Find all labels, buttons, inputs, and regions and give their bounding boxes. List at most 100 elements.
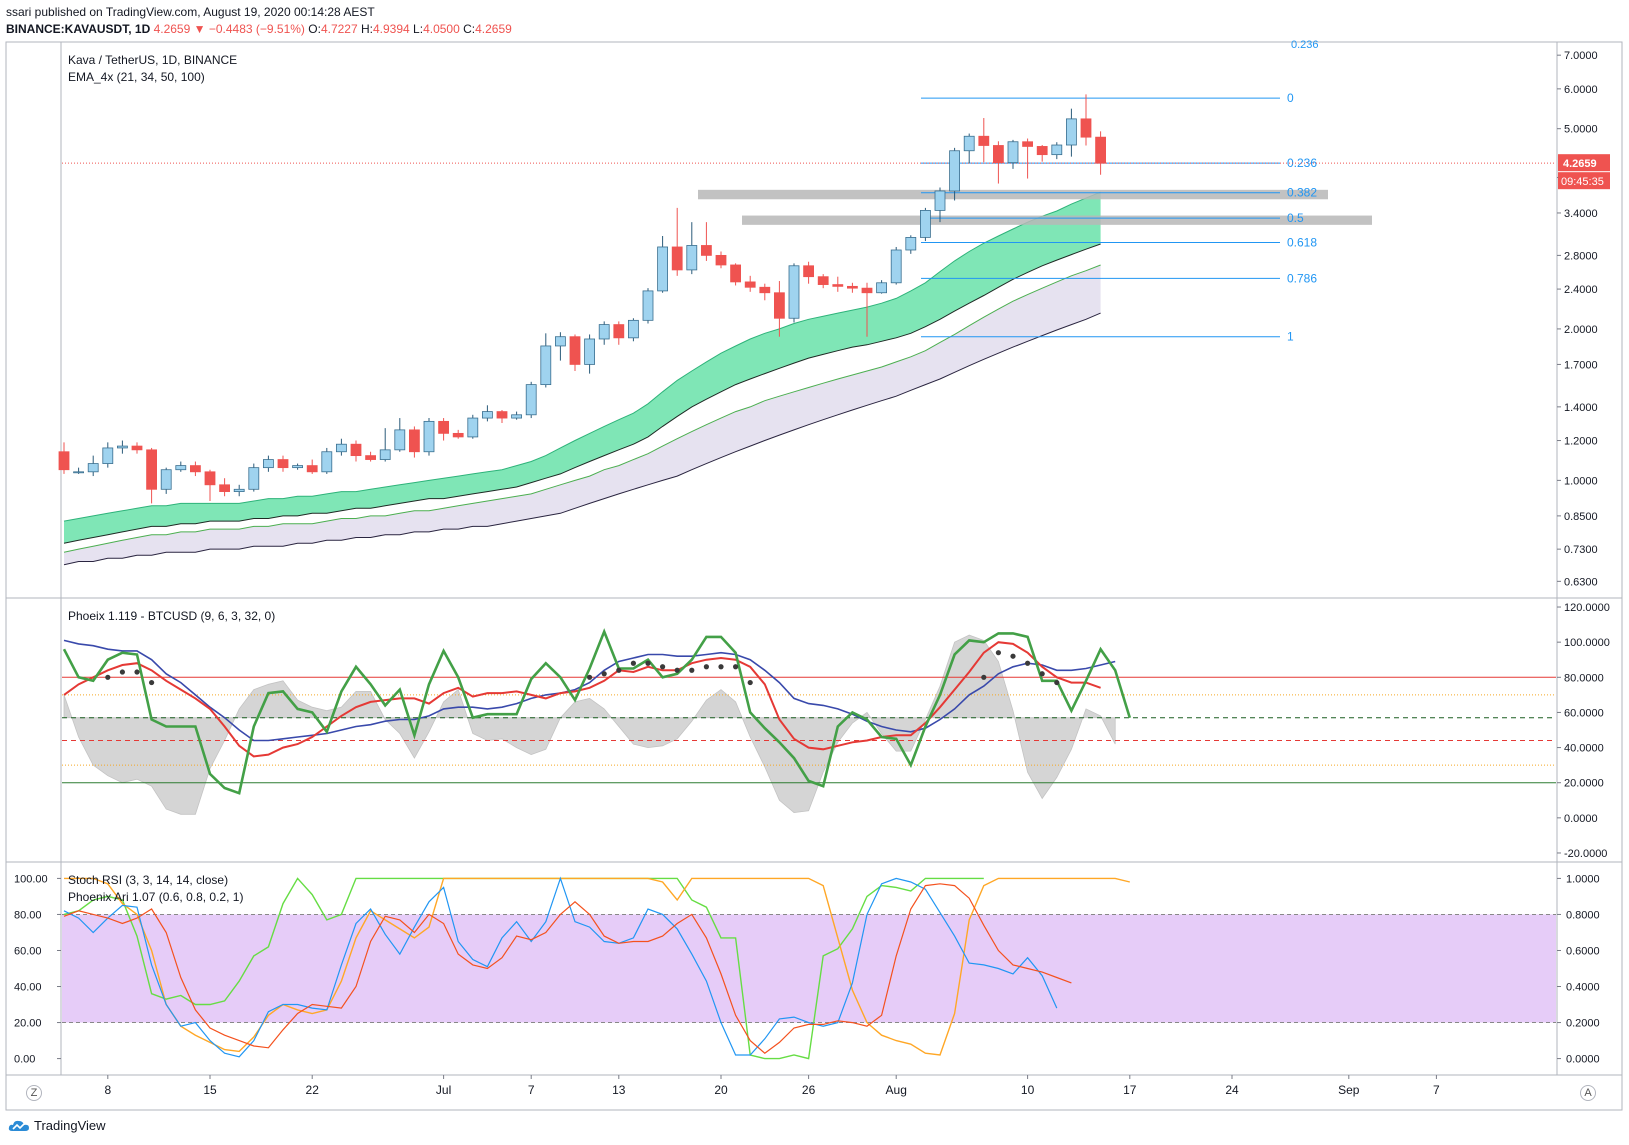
candle-body: [715, 254, 727, 266]
candle-body: [569, 336, 581, 365]
time-tick-label: 10: [1021, 1083, 1035, 1097]
osc-dot: [601, 671, 607, 677]
time-tick-label: Sep: [1338, 1083, 1360, 1097]
osc-dot: [119, 669, 125, 675]
candle-body: [248, 467, 260, 490]
osc-dot: [134, 669, 140, 675]
stoch-left-tick-label: 20.00: [14, 1018, 42, 1030]
low-value: 4.0500: [423, 22, 460, 36]
stoch-red-line: [63, 883, 1072, 1054]
price-tick-label: 6.0000: [1564, 84, 1598, 96]
price-tick-label: 7.0000: [1564, 50, 1598, 62]
time-tick-label: Aug: [886, 1083, 907, 1097]
candle-body: [233, 488, 245, 492]
stoch-right-tick-label: 1.0000: [1566, 873, 1600, 885]
candle-body: [481, 411, 493, 419]
stoch-band: [62, 914, 1556, 1023]
osc-dot: [1025, 660, 1031, 666]
time-tick-label: 20: [714, 1083, 728, 1097]
price-tick-label: 1.4000: [1564, 402, 1598, 414]
countdown-badge-text: 09:45:35: [1561, 176, 1604, 188]
fib-level-label: 0.382: [1287, 186, 1317, 200]
candle-body: [744, 281, 756, 288]
high-value: 4.9394: [373, 22, 410, 36]
candle-body: [1051, 144, 1063, 156]
price-tick-label: 1.7000: [1564, 359, 1598, 371]
candle-body: [262, 459, 274, 469]
candle-body: [277, 459, 289, 469]
candle-body: [160, 469, 172, 490]
candle-body: [423, 420, 435, 453]
osc-dot: [149, 679, 155, 686]
ema-100-line: [63, 312, 1101, 566]
candle-body: [87, 463, 99, 473]
fib-level-label: 1: [1287, 330, 1294, 344]
osc-green-line: [62, 628, 1132, 795]
time-tick-label: 17: [1123, 1083, 1137, 1097]
fib-level-label: 0.786: [1287, 271, 1317, 285]
auto-scale-left-button[interactable]: Z: [26, 1085, 42, 1101]
tradingview-logo[interactable]: TradingView: [8, 1118, 106, 1133]
stoch-right-tick-label: 0.4000: [1566, 982, 1600, 994]
osc-dot: [630, 660, 637, 666]
fib-level-label-partial: 0.236: [1291, 39, 1319, 51]
ema-21-line: [63, 191, 1101, 522]
candle-body: [803, 265, 814, 278]
price-tick-label: 2.0000: [1564, 324, 1598, 336]
stoch-blue-line: [63, 876, 1058, 1058]
publish-info: ssari published on TradingView.com, Augu…: [6, 5, 375, 19]
last-price-badge-text: 4.2659: [1563, 158, 1597, 170]
candle-body: [1066, 118, 1077, 146]
osc-dot: [587, 674, 593, 680]
chart-border: [5, 41, 1623, 1111]
candle-body: [1036, 146, 1048, 156]
candle-body: [890, 249, 902, 284]
osc-tick-label: 40.0000: [1564, 743, 1604, 755]
candle-body: [204, 471, 216, 486]
resistance-zone: [742, 215, 1372, 225]
fib-level-label: 0.5: [1287, 211, 1304, 225]
stoch-pane-subtitle: Phoenix Ari 1.07 (0.6, 0.8, 0.2, 1): [68, 890, 243, 904]
candle-body: [408, 429, 420, 453]
candle-body: [511, 414, 523, 419]
candle-body: [832, 284, 844, 287]
candle-body: [117, 445, 128, 449]
candle-body: [876, 282, 887, 294]
candle-body: [306, 465, 318, 473]
candle-body: [438, 420, 450, 434]
fib-level-label: 0.236: [1287, 156, 1317, 170]
osc-blue-line: [63, 639, 1116, 742]
osc-dot: [105, 674, 111, 680]
candle-body: [525, 384, 537, 416]
candle-body: [817, 276, 829, 285]
osc-pane-title: Phoeix 1.119 - BTCUSD (9, 6, 3, 32, 0): [68, 609, 275, 623]
countdown-badge: [1558, 172, 1610, 190]
stoch-left-tick-label: 80.00: [14, 909, 42, 921]
candle-body: [189, 465, 201, 473]
osc-dot: [1010, 653, 1016, 659]
candle-body: [963, 135, 975, 152]
osc-tick-label: 0.0000: [1564, 813, 1598, 825]
candle-body: [73, 471, 84, 474]
low-label: L:: [413, 22, 424, 36]
osc-tick-label: 100.0000: [1564, 637, 1610, 649]
candle-body: [642, 290, 654, 321]
candle-body: [949, 150, 960, 192]
last-price: 4.2659: [153, 22, 191, 36]
time-tick-label: 13: [612, 1083, 626, 1097]
auto-scale-right-button[interactable]: A: [1580, 1085, 1596, 1101]
osc-dot: [981, 674, 987, 680]
candle-body: [920, 210, 931, 238]
candle-body: [394, 429, 406, 451]
candle-body: [598, 324, 610, 340]
osc-dot: [645, 660, 651, 666]
price-tick-label: 5.0000: [1564, 124, 1598, 136]
candle-body: [219, 484, 231, 492]
candle-body: [686, 245, 698, 271]
candle-body: [759, 286, 771, 294]
close-label: C:: [463, 22, 476, 36]
stoch-orange-line: [64, 877, 1130, 1056]
candle-body: [452, 432, 464, 438]
candle-body: [467, 417, 479, 438]
